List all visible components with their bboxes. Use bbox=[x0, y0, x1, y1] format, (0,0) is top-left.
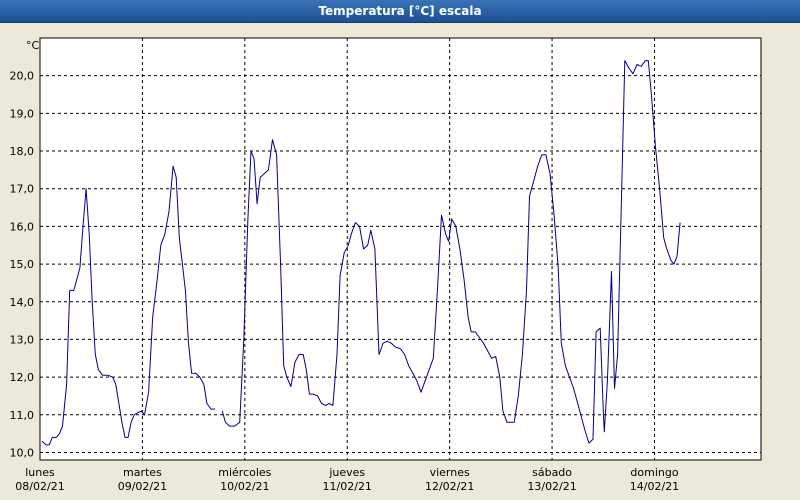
temperature-chart: 10,0 11,0 12,0 13,0 14,0 15,0 16,0 17,0 18,0 19,0… bbox=[10, 37, 762, 493]
x-tick-day: jueves bbox=[328, 466, 365, 479]
x-tick-date: 09/02/21 bbox=[118, 480, 167, 493]
y-tick-label: 15,0 bbox=[10, 258, 35, 271]
x-tick-day: martes bbox=[123, 466, 162, 479]
x-tick-date: 08/02/21 bbox=[15, 480, 64, 493]
grid-lines bbox=[40, 38, 761, 460]
x-tick-date: 12/02/21 bbox=[425, 480, 474, 493]
y-tick-label: 12,0 bbox=[10, 371, 35, 384]
y-tick-label: 13,0 bbox=[10, 333, 35, 346]
y-axis-ticks: 10,0 11,0 12,0 13,0 14,0 15,0 16,0 17,0 18,0 19,0… bbox=[10, 70, 35, 460]
y-tick-label: 14,0 bbox=[10, 296, 35, 309]
window-title: Temperatura [°C] escala bbox=[0, 0, 800, 23]
x-tick-day: domingo bbox=[630, 466, 678, 479]
series-line bbox=[221, 60, 681, 444]
y-tick-label: 16,0 bbox=[10, 220, 35, 233]
y-tick-label: 11,0 bbox=[10, 409, 35, 422]
x-tick-date: 14/02/21 bbox=[630, 480, 679, 493]
x-tick-day: miércoles bbox=[218, 466, 271, 479]
y-tick-label: 20,0 bbox=[10, 70, 35, 83]
x-tick-date: 11/02/21 bbox=[323, 480, 372, 493]
y-tick-label: 19,0 bbox=[10, 107, 35, 120]
x-tick-day: viernes bbox=[430, 466, 470, 479]
series-line bbox=[41, 165, 216, 446]
y-tick-label: 17,0 bbox=[10, 183, 35, 196]
x-tick-day: lunes bbox=[25, 466, 55, 479]
x-tick-date: 10/02/21 bbox=[220, 480, 269, 493]
y-tick-label: 10,0 bbox=[10, 446, 35, 459]
series-temperatura bbox=[41, 60, 681, 446]
x-tick-date: 13/02/21 bbox=[527, 480, 576, 493]
y-axis-unit: °C bbox=[26, 39, 40, 52]
x-tick-day: sábado bbox=[532, 466, 572, 479]
y-tick-label: 18,0 bbox=[10, 145, 35, 158]
